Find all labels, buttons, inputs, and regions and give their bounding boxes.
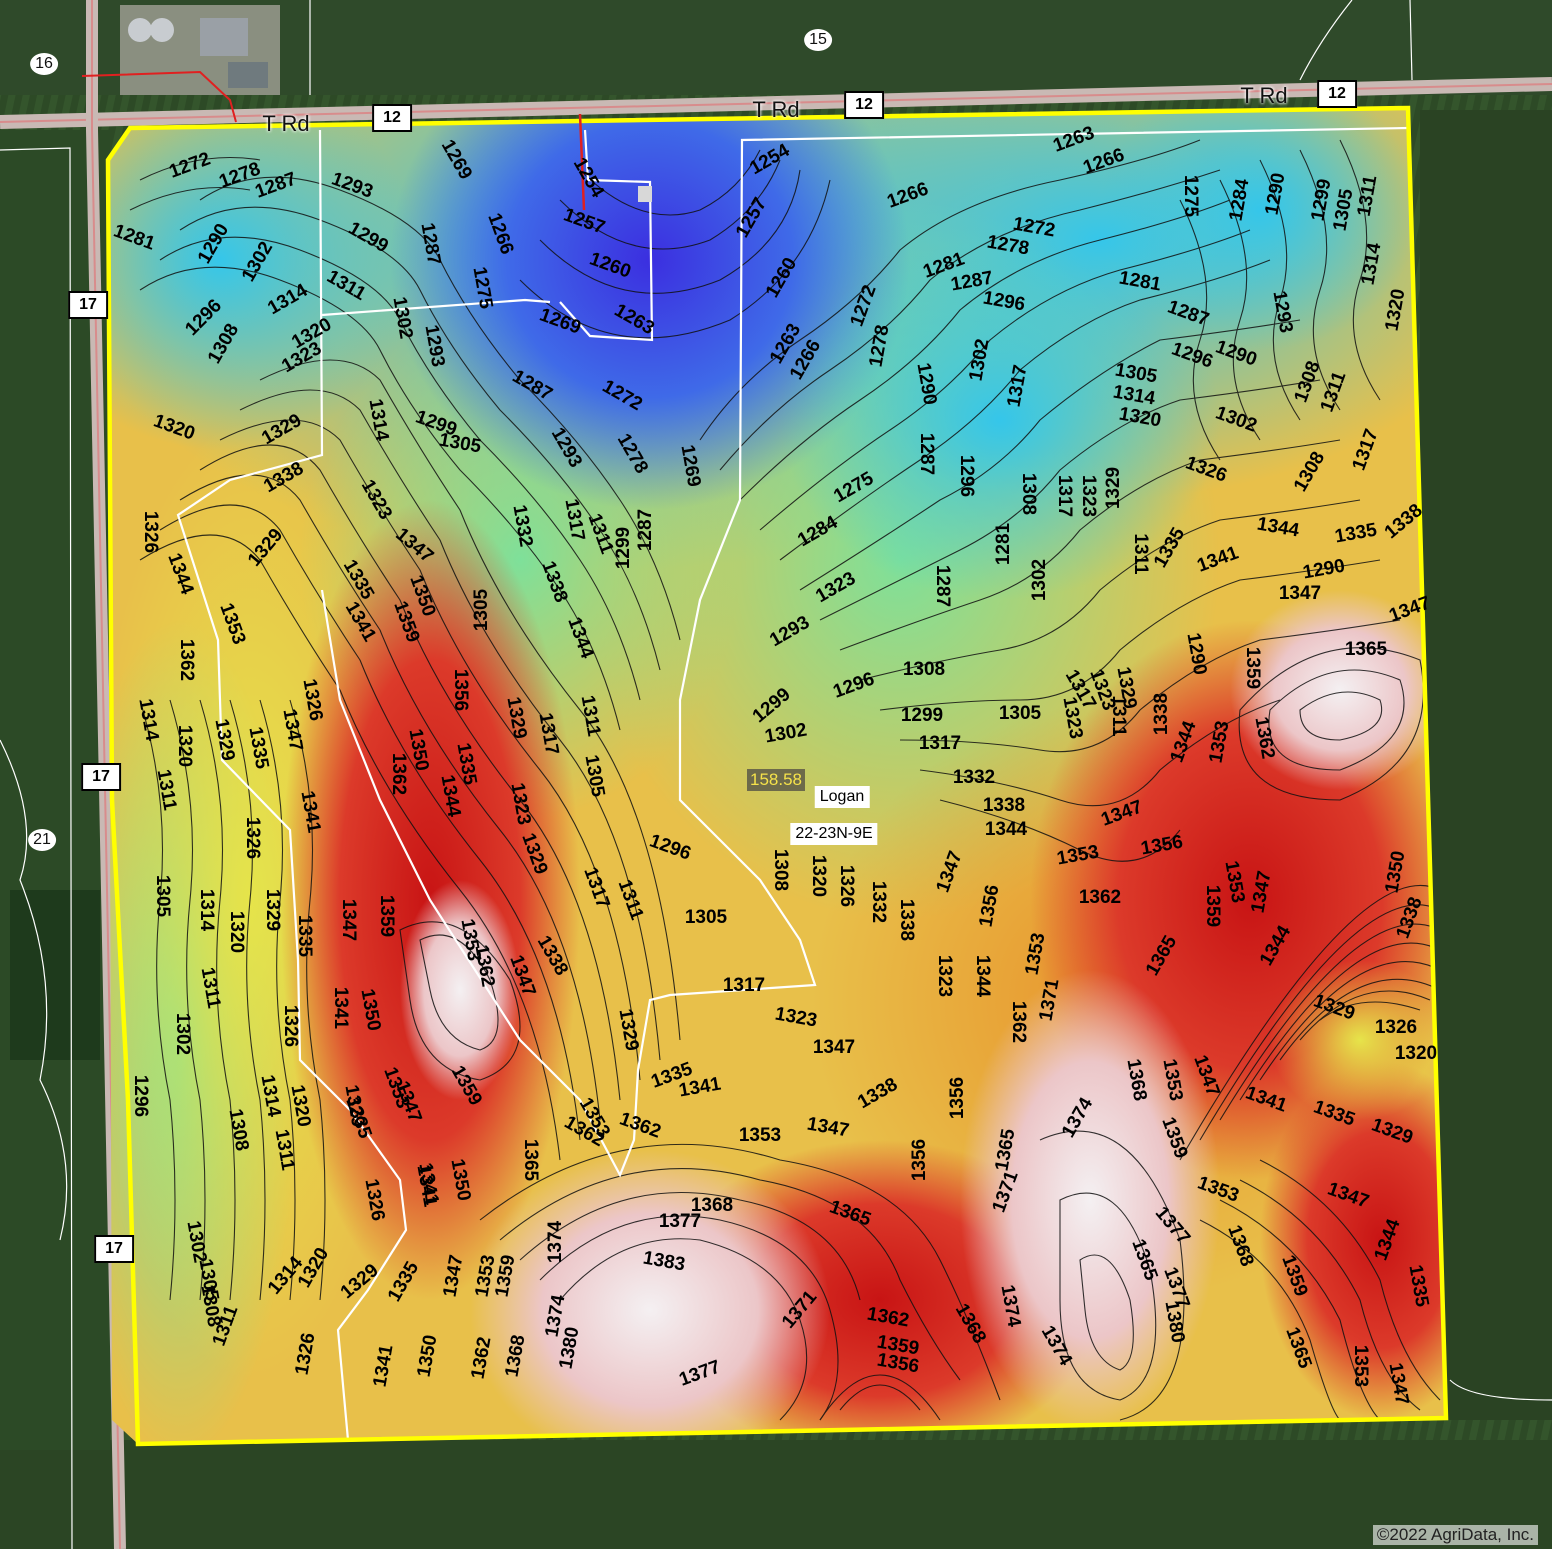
- contour-label: 1305: [999, 703, 1042, 724]
- contour-label: 1323: [934, 955, 955, 997]
- road-shield-12-mid: 12: [844, 91, 884, 119]
- acreage-label: 158.58: [747, 769, 805, 791]
- contour-label: 1287: [932, 565, 953, 607]
- road-shield-17-north: 17: [68, 291, 108, 319]
- contour-label: 1344: [972, 955, 993, 998]
- contour-label: 1365: [520, 1139, 541, 1182]
- contour-label: 1359: [376, 895, 397, 937]
- contour-label: 1299: [613, 527, 634, 569]
- contour-label: 1347: [813, 1037, 855, 1058]
- contour-label: 1353: [739, 1125, 781, 1146]
- contour-label: 1353: [1350, 1345, 1371, 1387]
- contour-label: 1356: [947, 1077, 968, 1119]
- contour-label: 1326: [1375, 1017, 1417, 1038]
- road-shield-17-south: 17: [94, 1235, 134, 1263]
- road-name-t-rd-east: T Rd: [1240, 83, 1288, 108]
- contour-label: 1326: [280, 1005, 301, 1047]
- road-name-t-rd-mid: T Rd: [752, 97, 800, 122]
- section-label-16: 16: [30, 53, 58, 75]
- contour-label: 1338: [983, 795, 1025, 816]
- contour-label: 1338: [1151, 693, 1172, 735]
- contour-label: 1308: [1018, 473, 1039, 515]
- contour-label: 1308: [770, 849, 791, 891]
- copyright-notice: ©2022 AgriData, Inc.: [1372, 1525, 1538, 1545]
- road-shield-12-west: 12: [372, 104, 412, 132]
- contour-label: 1287: [635, 509, 656, 551]
- contour-label: 1362: [388, 753, 409, 795]
- contour-label: 1377: [659, 1211, 701, 1232]
- contour-label: 1335: [294, 915, 315, 958]
- contour-label: 1296: [130, 1075, 151, 1117]
- contour-label: 1302: [172, 1013, 193, 1055]
- contour-label: 1323: [1078, 475, 1099, 517]
- contour-label: 1332: [868, 881, 889, 923]
- contour-label: 1326: [242, 817, 263, 859]
- contour-label: 1305: [471, 588, 492, 631]
- contour-label: 1326: [836, 865, 857, 907]
- contour-label: 1368: [691, 1195, 733, 1216]
- contour-label: 1365: [1345, 639, 1388, 660]
- contour-label: 1287: [916, 433, 937, 475]
- contour-label: 1320: [808, 855, 829, 897]
- contour-label: 1362: [1079, 887, 1121, 908]
- contour-label: 1347: [1279, 583, 1321, 604]
- contour-label: 1311: [1108, 695, 1129, 737]
- contour-label: 1305: [685, 907, 728, 928]
- road-shield-17-mid: 17: [81, 763, 121, 791]
- contour-label: 1320: [174, 725, 195, 767]
- road-shield-12-east: 12: [1317, 80, 1357, 108]
- contour-label: 1341: [330, 987, 351, 1030]
- contour-label: 1317: [1054, 475, 1075, 517]
- legal-description-label: 22-23N-9E: [790, 823, 878, 845]
- contour-label: 1275: [1180, 175, 1201, 218]
- contour-label: 1326: [140, 511, 161, 553]
- contour-label: 1344: [985, 819, 1028, 840]
- contour-label: 1338: [896, 899, 917, 941]
- contour-label: 1329: [262, 889, 283, 931]
- contour-label: 1359: [1202, 885, 1223, 927]
- internal-field-lines: [176, 126, 1409, 1441]
- contour-label: 1374: [545, 1220, 566, 1263]
- road-name-t-rd-west: T Rd: [262, 111, 310, 136]
- contour-label: 1362: [176, 639, 197, 681]
- section-label-21: 21: [28, 829, 56, 851]
- contour-label: 1311: [1130, 533, 1151, 575]
- contour-label: 1305: [152, 875, 173, 918]
- contour-label: 1332: [953, 767, 995, 788]
- contour-label: 1308: [903, 659, 945, 680]
- contour-label: 1296: [956, 455, 977, 497]
- contour-label: 1281: [993, 522, 1014, 565]
- contour-label: 1356: [909, 1139, 930, 1181]
- contour-label: 1317: [723, 975, 765, 996]
- field-boundary: [105, 105, 1449, 1447]
- contour-label: 1347: [338, 899, 359, 941]
- contour-label: 1362: [1008, 1001, 1029, 1043]
- contour-label: 1299: [901, 705, 943, 726]
- contour-label: 1320: [226, 911, 247, 953]
- contour-lines: [129, 139, 1441, 1421]
- elevation-surface: [108, 108, 1446, 1444]
- contour-label: 1329: [1103, 467, 1124, 509]
- contour-label: 1320: [1395, 1043, 1437, 1064]
- contour-label: 1314: [196, 889, 217, 932]
- contour-label: 1317: [919, 733, 961, 754]
- contour-label: 1356: [450, 669, 471, 711]
- township-label: Logan: [814, 786, 870, 808]
- contour-label: 1302: [1029, 559, 1050, 601]
- contour-label: 1359: [1242, 647, 1263, 689]
- section-label-15: 15: [804, 29, 832, 51]
